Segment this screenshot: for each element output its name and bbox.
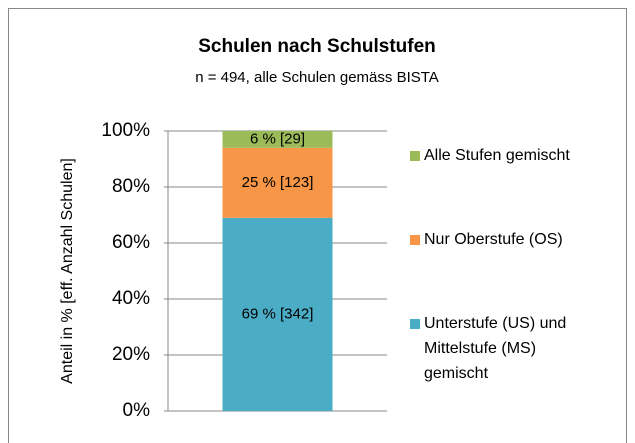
data-label: 6 % [29] [250, 130, 305, 147]
bar-segment [222, 131, 333, 148]
y-tick-label: 80% [112, 176, 150, 197]
legend-marker [410, 235, 420, 245]
y-axis-label: Anteil in % [eff. Anzahl Schulen] [59, 158, 76, 384]
legend-marker [410, 319, 420, 329]
bar-segment [222, 217, 333, 411]
y-tick-label: 0% [123, 400, 151, 421]
chart-subtitle: n = 494, alle Schulen gemäss BISTA [195, 69, 439, 86]
legend-marker [410, 151, 420, 161]
y-tick-label: 60% [112, 232, 150, 253]
bar-segment [222, 147, 333, 218]
data-label: 25 % [123] [242, 174, 314, 191]
y-tick-label: 40% [112, 288, 150, 309]
y-tick-label: 100% [101, 120, 150, 141]
data-label: 69 % [342] [242, 305, 314, 322]
legend-label: Unterstufe (US) und Mittelstufe (MS) gem… [424, 315, 567, 382]
y-tick-label: 20% [112, 344, 150, 365]
chart-title: Schulen nach Schulstufen [198, 36, 436, 57]
legend-label: Nur Oberstufe (OS) [424, 231, 563, 248]
legend-label: Alle Stufen gemischt [424, 147, 570, 164]
